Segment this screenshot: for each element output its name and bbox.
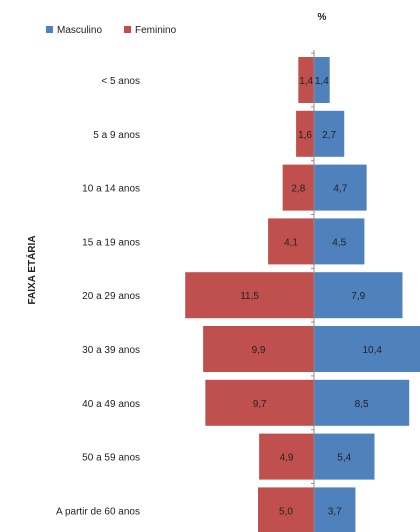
category-label: 30 a 39 anos <box>82 345 140 356</box>
data-label-masculino: 1,4 <box>315 76 329 87</box>
bar-masculino <box>314 218 365 265</box>
bar-feminino <box>259 433 314 480</box>
y-axis-title: FAIXA ETÁRIA <box>25 235 38 304</box>
category-label: 50 a 59 anos <box>82 453 140 464</box>
bar-feminino <box>205 379 314 426</box>
center-axis <box>311 50 315 532</box>
data-label-feminino: 9,7 <box>253 399 267 410</box>
category-label: < 5 anos <box>101 76 140 87</box>
category-label: 20 a 29 anos <box>82 291 140 302</box>
legend-swatch <box>124 26 131 33</box>
data-label-masculino: 2,7 <box>322 130 336 141</box>
category-label: 15 a 19 anos <box>82 237 140 248</box>
category-label: 5 a 9 anos <box>93 130 140 141</box>
bar-feminino <box>268 218 314 265</box>
bar-masculino <box>314 487 356 532</box>
data-label-feminino: 2,8 <box>291 184 305 195</box>
bars-group: 1,4 1,4 1,6 2,7 2,8 4,7 4,1 4,5 11,5 7,9 9,9 10,4 9,… <box>185 57 420 532</box>
data-label-feminino: 4,9 <box>280 453 294 464</box>
bar-masculino <box>314 433 375 480</box>
bar-masculino <box>314 326 420 372</box>
data-label-masculino: 3,7 <box>328 506 342 517</box>
legend: Masculino Feminino <box>46 25 177 36</box>
data-label-masculino: 4,7 <box>333 184 347 195</box>
legend-label: Feminino <box>135 25 177 36</box>
data-label-masculino: 5,4 <box>337 453 351 464</box>
data-label-masculino: 7,9 <box>351 291 365 302</box>
data-label-feminino: 4,1 <box>284 237 298 248</box>
bar-masculino <box>314 57 330 103</box>
bar-feminino <box>203 326 314 372</box>
category-label: A partir de 60 anos <box>56 506 140 517</box>
bar-feminino <box>258 487 314 532</box>
data-label-feminino: 1,4 <box>299 76 313 87</box>
data-label-feminino: 11,5 <box>240 291 259 302</box>
data-label-feminino: 5,0 <box>279 506 293 517</box>
bar-masculino <box>314 272 403 319</box>
data-label-feminino: 1,6 <box>298 130 312 141</box>
bar-masculino <box>314 164 367 211</box>
bar-feminino <box>185 272 314 319</box>
bar-feminino <box>298 57 314 103</box>
category-label: 40 a 49 anos <box>82 399 140 410</box>
category-labels: < 5 anos 5 a 9 anos 10 a 14 anos 15 a 19 an… <box>56 76 140 517</box>
bar-feminino <box>296 110 314 157</box>
bar-masculino <box>314 379 410 426</box>
legend-swatch <box>46 26 53 33</box>
category-label: 10 a 14 anos <box>82 184 140 195</box>
bar-masculino <box>314 110 345 157</box>
data-label-masculino: 4,5 <box>332 237 346 248</box>
data-label-masculino: 10,4 <box>363 345 383 356</box>
legend-label: Masculino <box>57 25 102 36</box>
data-label-feminino: 9,9 <box>252 345 266 356</box>
data-label-masculino: 8,5 <box>355 399 369 410</box>
unit-label: % <box>318 12 327 23</box>
bar-feminino <box>282 164 314 211</box>
